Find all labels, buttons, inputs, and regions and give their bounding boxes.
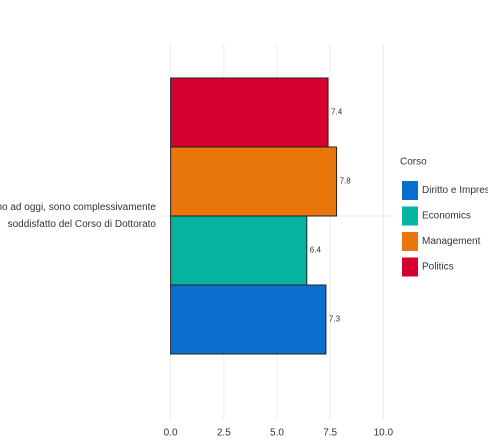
- x-tick-label: 5.0: [270, 428, 284, 439]
- legend-key: [402, 257, 418, 277]
- legend-key: [402, 232, 418, 251]
- category-label: Sino ad oggi, sono complessivamente sodd…: [0, 202, 156, 230]
- x-tick-label: 7.5: [323, 428, 337, 439]
- x-tick-label: 10.0: [374, 428, 394, 439]
- legend-label: Diritto e Impresa: [422, 185, 488, 196]
- bar: [170, 284, 327, 355]
- value-label: 7.3: [329, 315, 341, 324]
- legend-title: Corso: [400, 157, 427, 168]
- x-tick-label: 2.5: [217, 428, 231, 439]
- value-label: 7.4: [331, 108, 343, 117]
- bar: [170, 146, 338, 217]
- legend-key: [402, 206, 418, 226]
- x-tick-label: 0.0: [164, 428, 178, 439]
- bar: [170, 77, 329, 148]
- legend-label: Economics: [422, 211, 471, 222]
- legend-label: Politics: [422, 262, 454, 273]
- value-label: 7.8: [340, 177, 352, 186]
- legend-label: Management: [422, 236, 481, 247]
- bar: [170, 215, 308, 286]
- legend-key: [402, 181, 418, 200]
- value-label: 6.4: [310, 246, 322, 255]
